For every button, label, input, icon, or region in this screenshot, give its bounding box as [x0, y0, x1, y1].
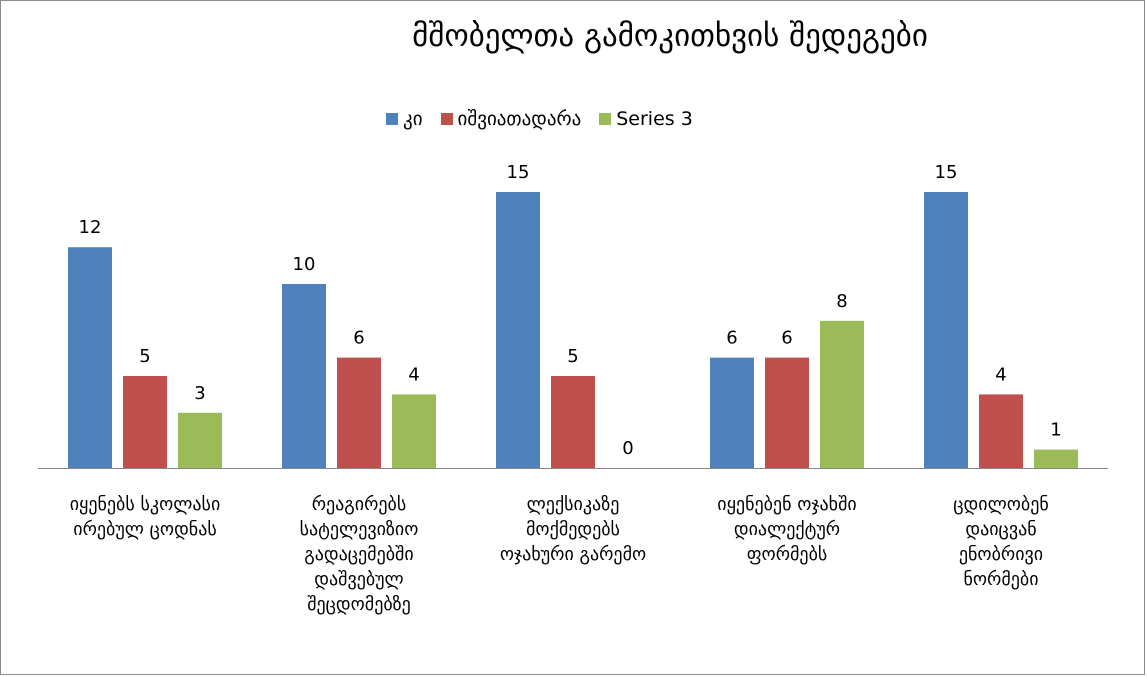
- category-label-4: იყენებენ ოჯახში დიალექტურ ფორმებს: [687, 492, 887, 567]
- data-label-5-series-1: 15: [935, 162, 958, 183]
- data-label-2-series-2: 6: [353, 328, 364, 349]
- data-label-1-series-3: 3: [194, 383, 205, 404]
- legend-label: კი: [403, 108, 423, 130]
- category-label-line: ოჯახური გარემო: [499, 544, 647, 565]
- bar-3-series-2: [551, 376, 595, 468]
- category-label-3: ლექსიკაზე მოქმედებს ოჯახური გარემო: [473, 492, 673, 567]
- bar-2-series-2: [337, 357, 381, 468]
- category-label-line: ცდილობენ: [953, 494, 1049, 515]
- category-label-line: დიალექტურ: [733, 519, 841, 540]
- bar-4-series-1: [710, 357, 754, 468]
- bar-2-series-3: [392, 394, 436, 468]
- legend-item-series-1: კი: [386, 108, 423, 130]
- bar-5-series-2: [979, 394, 1023, 468]
- category-label-line: ირებულ ცოდნას: [73, 519, 217, 540]
- bar-4-series-3: [820, 320, 864, 468]
- data-label-3-series-2: 5: [567, 346, 578, 367]
- category-label-line: სატელევიზიო: [299, 519, 419, 540]
- category-label-1: იყენებს სკოლასი ირებულ ცოდნას: [45, 492, 245, 542]
- data-label-3-series-3: 0: [622, 438, 633, 459]
- chart-title: მშობელთა გამოკითხვის შედეგები: [412, 18, 928, 54]
- category-label-2: რეაგირებს სატელევიზიო გადაცემებში დაშვებულ შ…: [259, 492, 459, 617]
- data-label-1-series-1: 12: [79, 217, 102, 238]
- category-label-line: დაშვებულ: [314, 569, 404, 590]
- data-label-1-series-2: 5: [139, 346, 150, 367]
- category-label-line: იყენებს სკოლასი: [69, 494, 221, 515]
- bar-2-series-1: [282, 284, 326, 468]
- data-label-4-series-1: 6: [726, 328, 737, 349]
- data-label-3-series-1: 15: [507, 162, 530, 183]
- category-label-line: მოქმედებს: [526, 519, 620, 540]
- category-label-line: დაიცვან: [965, 519, 1037, 540]
- bar-5-series-1: [924, 192, 968, 468]
- category-label-line: ფორმებს: [746, 544, 828, 565]
- data-label-2-series-1: 10: [293, 254, 316, 275]
- bar-4-series-2: [765, 357, 809, 468]
- legend-label: Series 3: [616, 108, 693, 130]
- data-label-2-series-3: 4: [408, 364, 419, 385]
- legend: კი იშვიათადარა Series 3: [386, 108, 711, 130]
- data-label-4-series-3: 8: [836, 291, 847, 312]
- legend-swatch: [599, 113, 612, 125]
- legend-label: იშვიათადარა: [457, 108, 582, 130]
- legend-swatch: [440, 113, 453, 125]
- bar-1-series-3: [178, 412, 222, 468]
- category-label-line: შეცდომებზე: [307, 594, 411, 615]
- legend-swatch: [386, 113, 398, 125]
- legend-item-series-3: Series 3: [599, 108, 693, 130]
- category-label-line: ენობრივი: [958, 544, 1044, 565]
- category-label-line: გადაცემებში: [304, 544, 414, 565]
- bar-1-series-1: [68, 247, 112, 468]
- category-label-line: ნორმები: [963, 569, 1039, 590]
- category-label-line: ლექსიკაზე: [526, 494, 620, 515]
- data-label-5-series-3: 1: [1050, 420, 1061, 441]
- data-label-4-series-2: 6: [781, 328, 792, 349]
- category-label-line: იყენებენ ოჯახში: [717, 494, 857, 515]
- category-label-line: რეაგირებს: [311, 494, 407, 515]
- legend-item-series-2: იშვიათადარა: [440, 108, 582, 130]
- data-label-5-series-2: 4: [995, 364, 1006, 385]
- bar-3-series-1: [496, 192, 540, 468]
- category-label-5: ცდილობენ დაიცვან ენობრივი ნორმები: [901, 492, 1101, 592]
- bar-5-series-3: [1034, 449, 1078, 468]
- bar-1-series-2: [123, 376, 167, 468]
